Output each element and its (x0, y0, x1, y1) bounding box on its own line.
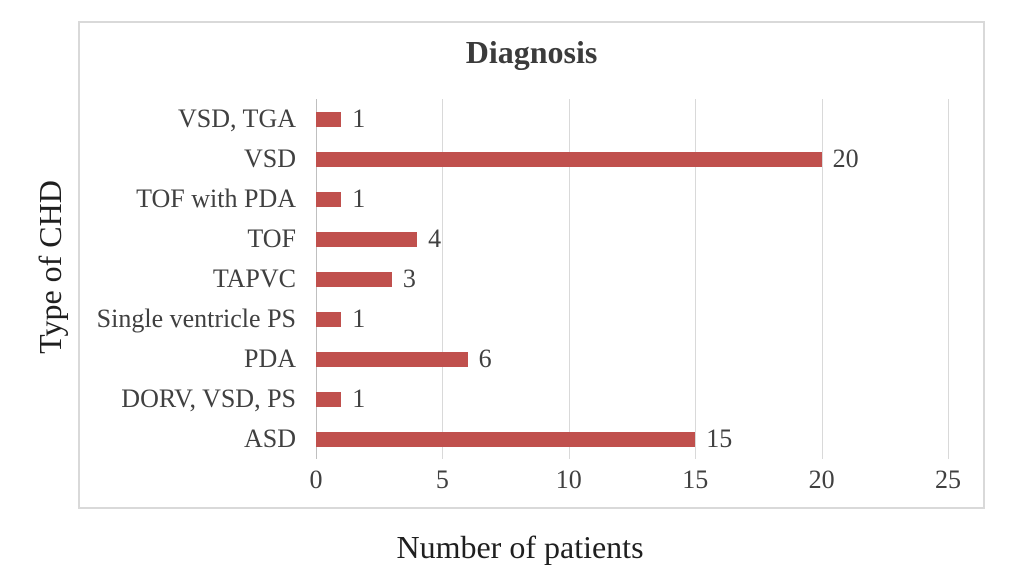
x-tick-label: 5 (435, 465, 449, 494)
bar (316, 191, 342, 207)
chart-area-border (78, 21, 985, 509)
bar-row: 6 (316, 339, 948, 379)
category-label: PDA (243, 344, 296, 373)
bar-row: 1 (316, 99, 948, 139)
category-label: ASD (243, 424, 296, 453)
data-label: 6 (478, 344, 492, 373)
data-label: 1 (352, 304, 366, 333)
bar (316, 151, 822, 167)
category-label: VSD (243, 144, 296, 173)
bar-row: 3 (316, 259, 948, 299)
category-label: TOF with PDA (136, 184, 296, 213)
bar-row: 1 (316, 179, 948, 219)
bar-row: 20 (316, 139, 948, 179)
x-tick-label: 25 (935, 465, 961, 494)
bars-layer: 1 20 1 4 3 1 6 1 15 (316, 99, 948, 459)
bar (316, 231, 418, 247)
y-axis-title: Type of CHD (32, 180, 68, 354)
category-label: DORV, VSD, PS (121, 384, 296, 413)
category-label: TAPVC (212, 264, 296, 293)
category-axis-labels: VSD, TGA VSD TOF with PDA TOF TAPVC Single ve… (60, 99, 296, 459)
data-label: 15 (706, 424, 733, 453)
bar (316, 391, 342, 407)
vertical-gridline (695, 99, 697, 459)
x-axis-title: Number of patients (396, 529, 644, 565)
bar (316, 271, 392, 287)
x-tick-label: 15 (682, 465, 709, 494)
x-tick-label: 10 (555, 465, 582, 494)
x-tick-label: 20 (808, 465, 835, 494)
data-label: 3 (402, 264, 416, 293)
vertical-gridline (948, 99, 949, 459)
category-label: Single ventricle PS (96, 304, 296, 333)
category-label: TOF (247, 224, 296, 253)
vertical-gridline (821, 99, 823, 459)
data-label: 1 (352, 104, 366, 133)
plot-area: 1 20 1 4 3 1 6 1 15 (316, 99, 949, 459)
bar-row: 15 (316, 419, 948, 459)
bar (316, 351, 468, 367)
bar (316, 431, 696, 447)
chart-title: Diagnosis (465, 34, 598, 70)
vertical-gridline (442, 99, 444, 459)
category-label: VSD, TGA (178, 104, 296, 133)
bar-row: 4 (316, 219, 948, 259)
bar-row: 1 (316, 299, 948, 339)
vertical-gridline (568, 99, 570, 459)
value-axis-tick-labels: 0 5 10 15 20 25 (310, 465, 962, 497)
bar (316, 111, 342, 127)
bar (316, 311, 342, 327)
data-label: 1 (352, 184, 366, 213)
data-label: 1 (352, 384, 366, 413)
bar-row: 1 (316, 379, 948, 419)
x-tick-label: 0 (309, 465, 323, 494)
data-label: 4 (428, 224, 442, 253)
data-label: 20 (832, 144, 859, 173)
